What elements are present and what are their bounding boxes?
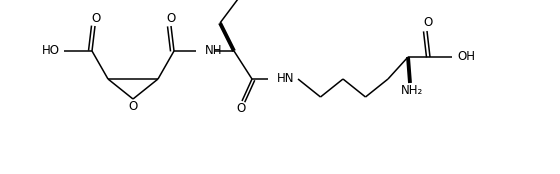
Text: O: O	[166, 11, 176, 25]
Text: HO: HO	[42, 45, 60, 57]
Text: O: O	[91, 11, 101, 25]
Text: NH₂: NH₂	[401, 85, 423, 97]
Text: HN: HN	[277, 72, 295, 85]
Text: O: O	[423, 17, 433, 30]
Text: O: O	[236, 102, 246, 116]
Text: NH: NH	[205, 45, 222, 57]
Text: O: O	[128, 100, 138, 113]
Text: OH: OH	[457, 50, 475, 64]
